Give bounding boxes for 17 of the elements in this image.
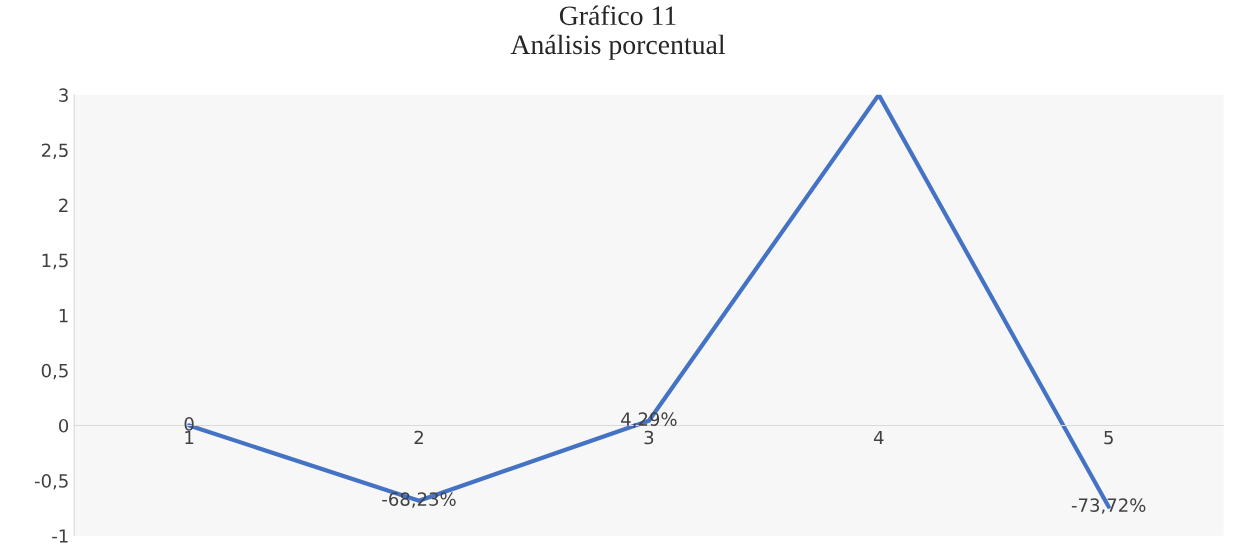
x-tick-label: 3 xyxy=(644,430,654,445)
y-tick-label: 3 xyxy=(59,88,68,102)
chart-title: Gráfico 11 Análisis porcentual xyxy=(510,5,726,60)
y-tick-label: 0,5 xyxy=(41,363,68,380)
x-tick-label: 1 xyxy=(185,430,194,445)
data-label: -73,72% xyxy=(1071,498,1146,514)
data-label: -68,23% xyxy=(382,492,456,508)
x-tick-label: 5 xyxy=(1104,430,1113,445)
y-tick-label: 0 xyxy=(59,418,69,433)
y-tick-label: 2,5 xyxy=(41,143,68,159)
y-tick-label: 2 xyxy=(59,198,68,212)
x-tick-label: 2 xyxy=(414,430,423,445)
y-tick-label: -0,5 xyxy=(34,474,68,490)
y-tick-label: -1 xyxy=(52,529,68,543)
y-tick-label: 1 xyxy=(59,308,68,323)
y-tick-label: 1,5 xyxy=(42,253,68,270)
x-tick-label: 4 xyxy=(873,430,884,445)
